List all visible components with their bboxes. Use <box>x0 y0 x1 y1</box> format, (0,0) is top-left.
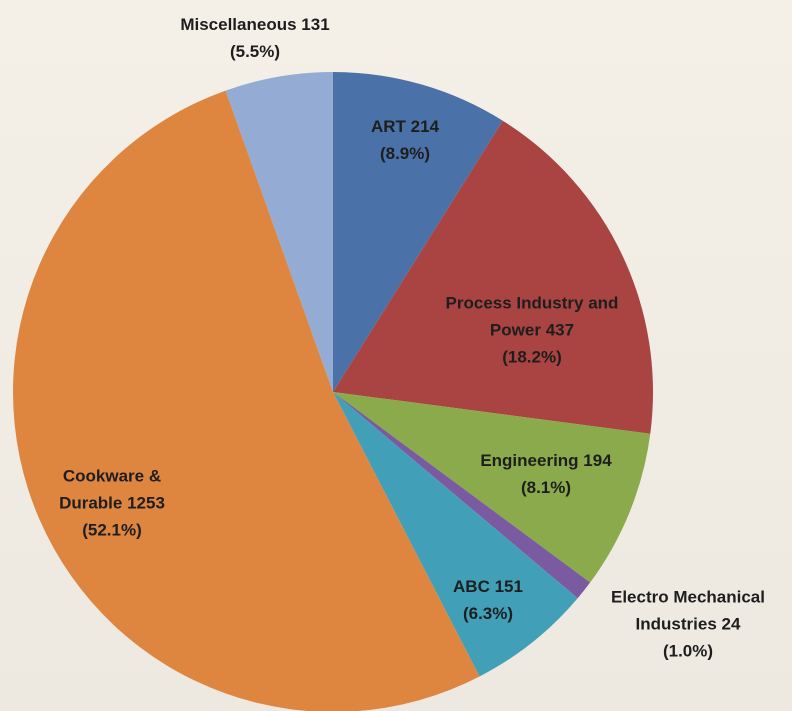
value-label: 214 <box>410 117 440 136</box>
percent-label: (5.5%) <box>229 42 281 61</box>
category-label: ART <box>370 117 406 136</box>
slice-label: ABC 151 (6.3%) <box>433 573 543 627</box>
value-label: 24 <box>721 614 741 634</box>
percent-label: (8.1%) <box>520 478 572 497</box>
category-label: Electro Mechanical Industries <box>610 587 765 634</box>
slice-label: Miscellaneous 131 (5.5%) <box>145 11 365 65</box>
slice-label: Electro Mechanical Industries 24 (1.0%) <box>583 584 792 665</box>
percent-label: (52.1%) <box>82 520 142 540</box>
pie-slice <box>333 392 651 583</box>
value-label: 194 <box>583 451 612 470</box>
value-label: 131 <box>301 15 330 34</box>
category-label: Engineering <box>480 451 579 470</box>
slice-label: Process Industry and Power 437 (18.2%) <box>432 290 632 371</box>
slice-label: Engineering 194 (8.1%) <box>451 447 641 501</box>
value-label: 151 <box>494 577 523 596</box>
pie-slice <box>13 90 480 711</box>
pie-slice <box>333 392 591 599</box>
percent-label: (18.2%) <box>502 347 562 367</box>
pie-slice <box>333 120 653 434</box>
category-label: Cookware & Durable <box>59 466 162 513</box>
slice-label: ART 214 (8.9%) <box>345 113 465 167</box>
category-label: ABC <box>453 577 490 596</box>
pie-slice <box>225 72 333 392</box>
pie-slice <box>333 72 503 392</box>
value-label: 437 <box>545 320 575 340</box>
slice-label: Cookware & Durable 1253 (52.1%) <box>37 463 187 544</box>
pie-slice <box>333 392 578 677</box>
percent-label: (8.9%) <box>379 144 431 163</box>
value-label: 1253 <box>127 493 165 513</box>
category-label: Miscellaneous <box>180 15 297 34</box>
percent-label: (6.3%) <box>462 604 514 623</box>
category-label: Process Industry and Power <box>445 293 619 340</box>
percent-label: (1.0%) <box>662 641 714 661</box>
